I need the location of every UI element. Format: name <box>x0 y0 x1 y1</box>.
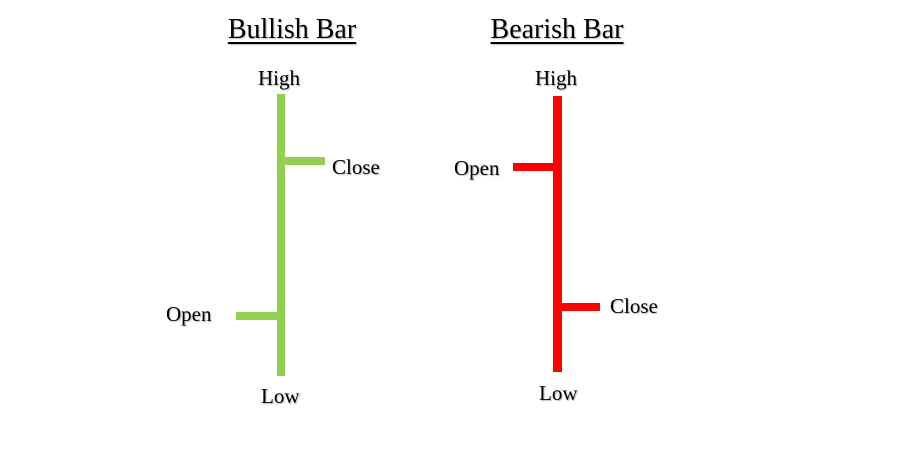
bullish-open-label: Open <box>166 302 212 326</box>
bullish-close-tick <box>285 157 325 165</box>
bullish-high-label: High <box>258 66 300 90</box>
bullish-close-label: Close <box>332 155 380 179</box>
bullish-low-label: Low <box>261 384 300 408</box>
bullish-vertical-line <box>277 94 285 376</box>
bullish-open-tick <box>236 312 277 320</box>
bearish-open-tick <box>513 163 553 171</box>
bearish-low-label: Low <box>539 381 578 405</box>
bullish-title: Bullish Bar <box>227 14 357 45</box>
bearish-vertical-line <box>553 96 562 372</box>
bearish-open-label: Open <box>454 156 500 180</box>
bearish-high-label: High <box>535 66 577 90</box>
bearish-title: Bearish Bar <box>490 14 624 45</box>
bearish-close-tick <box>562 303 600 311</box>
bearish-close-label: Close <box>610 294 658 318</box>
